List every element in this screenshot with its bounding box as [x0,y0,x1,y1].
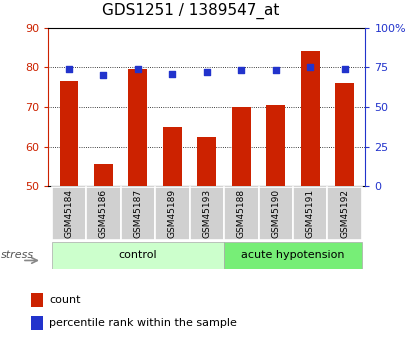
Bar [52,242,224,268]
Bar [189,187,224,240]
Text: GSM45190: GSM45190 [271,189,280,238]
Text: acute hypotension: acute hypotension [241,250,345,260]
Point [238,68,245,73]
Text: count: count [49,295,81,305]
Bar [31,293,42,307]
Bar [335,83,354,186]
Point [204,69,210,75]
Point [134,66,141,72]
Text: control: control [118,250,157,260]
Text: GSM45191: GSM45191 [306,189,315,238]
Point [307,65,314,70]
Text: percentile rank within the sample: percentile rank within the sample [49,318,237,328]
Bar [86,187,121,240]
Text: GDS1251 / 1389547_at: GDS1251 / 1389547_at [102,3,280,19]
Bar [266,105,285,186]
Text: GSM45188: GSM45188 [237,189,246,238]
Point [273,68,279,73]
Bar [197,137,216,186]
Bar [328,187,362,240]
Bar [259,187,293,240]
Text: GSM45186: GSM45186 [99,189,108,238]
Bar [121,187,155,240]
Bar [31,316,42,331]
Bar [155,187,189,240]
Bar [301,51,320,186]
Bar [163,127,182,186]
Bar [232,107,251,186]
Bar [224,242,362,268]
Text: GSM45187: GSM45187 [134,189,142,238]
Bar [60,81,79,186]
Bar [293,187,328,240]
Bar [224,187,259,240]
Text: stress: stress [1,250,34,260]
Point [169,71,176,76]
Point [66,66,72,72]
Bar [94,165,113,186]
Text: GSM45193: GSM45193 [202,189,211,238]
Text: GSM45184: GSM45184 [65,189,73,238]
Point [341,66,348,72]
Text: GSM45192: GSM45192 [340,189,349,238]
Point [100,72,107,78]
Bar [52,187,86,240]
Bar [129,69,147,186]
Text: GSM45189: GSM45189 [168,189,177,238]
